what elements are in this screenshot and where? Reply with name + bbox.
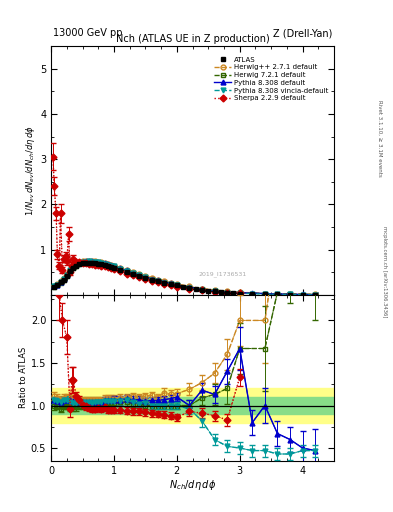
Y-axis label: Ratio to ATLAS: Ratio to ATLAS	[19, 347, 28, 409]
Text: Rivet 3.1.10, ≥ 3.1M events: Rivet 3.1.10, ≥ 3.1M events	[377, 100, 382, 177]
Text: 2019_I1736531: 2019_I1736531	[198, 271, 246, 276]
Text: Z (Drell-Yan): Z (Drell-Yan)	[273, 28, 332, 38]
Bar	[51, 397, 334, 414]
Text: 13000 GeV pp: 13000 GeV pp	[53, 28, 123, 38]
Legend: ATLAS, Herwig++ 2.7.1 default, Herwig 7.2.1 default, Pythia 8.308 default, Pythi: ATLAS, Herwig++ 2.7.1 default, Herwig 7.…	[212, 55, 331, 103]
X-axis label: $N_{ch}/d\eta\,d\phi$: $N_{ch}/d\eta\,d\phi$	[169, 478, 216, 493]
Y-axis label: $1/N_{ev}\,dN_{ev}/dN_{ch}/d\eta\,d\phi$: $1/N_{ev}\,dN_{ev}/dN_{ch}/d\eta\,d\phi$	[24, 125, 37, 216]
Bar	[51, 389, 334, 422]
Title: Nch (ATLAS UE in Z production): Nch (ATLAS UE in Z production)	[116, 34, 270, 44]
Text: mcplots.cern.ch [arXiv:1306.3436]: mcplots.cern.ch [arXiv:1306.3436]	[382, 226, 387, 317]
